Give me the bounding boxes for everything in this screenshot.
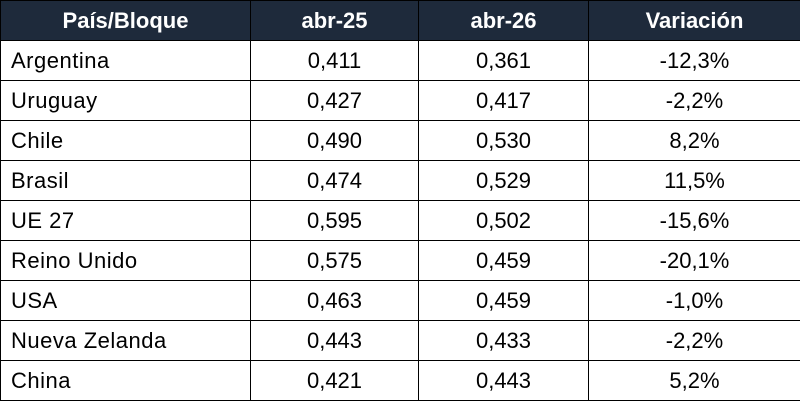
cell: -15,6% <box>589 201 800 241</box>
cell: -1,0% <box>589 281 800 321</box>
cell: 0,463 <box>251 281 419 321</box>
row-label: Reino Unido <box>1 241 251 281</box>
cell: 0,361 <box>419 41 589 81</box>
cell: 8,2% <box>589 121 800 161</box>
row-label: Brasil <box>1 161 251 201</box>
cell: 0,417 <box>419 81 589 121</box>
cell: 0,427 <box>251 81 419 121</box>
cell: 5,2% <box>589 361 800 401</box>
header-cell: Variación <box>589 1 800 41</box>
cell: 0,530 <box>419 121 589 161</box>
row-label: UE 27 <box>1 201 251 241</box>
cell: 0,474 <box>251 161 419 201</box>
row-label: Uruguay <box>1 81 251 121</box>
cell: -2,2% <box>589 321 800 361</box>
row-label: USA <box>1 281 251 321</box>
cell: 0,459 <box>419 281 589 321</box>
cell: 0,421 <box>251 361 419 401</box>
cell: 0,595 <box>251 201 419 241</box>
cell: 0,459 <box>419 241 589 281</box>
row-label: Argentina <box>1 41 251 81</box>
cell: 0,529 <box>419 161 589 201</box>
cell: 11,5% <box>589 161 800 201</box>
cell: 0,502 <box>419 201 589 241</box>
cell: 0,443 <box>251 321 419 361</box>
cell: -20,1% <box>589 241 800 281</box>
cell: 0,490 <box>251 121 419 161</box>
row-label: China <box>1 361 251 401</box>
row-label: Chile <box>1 121 251 161</box>
cell: -2,2% <box>589 81 800 121</box>
cell: 0,433 <box>419 321 589 361</box>
header-cell: abr-26 <box>419 1 589 41</box>
header-cell: abr-25 <box>251 1 419 41</box>
cell: 0,443 <box>419 361 589 401</box>
cell: -12,3% <box>589 41 800 81</box>
header-cell: País/Bloque <box>1 1 251 41</box>
row-label: Nueva Zelanda <box>1 321 251 361</box>
cell: 0,575 <box>251 241 419 281</box>
cell: 0,411 <box>251 41 419 81</box>
